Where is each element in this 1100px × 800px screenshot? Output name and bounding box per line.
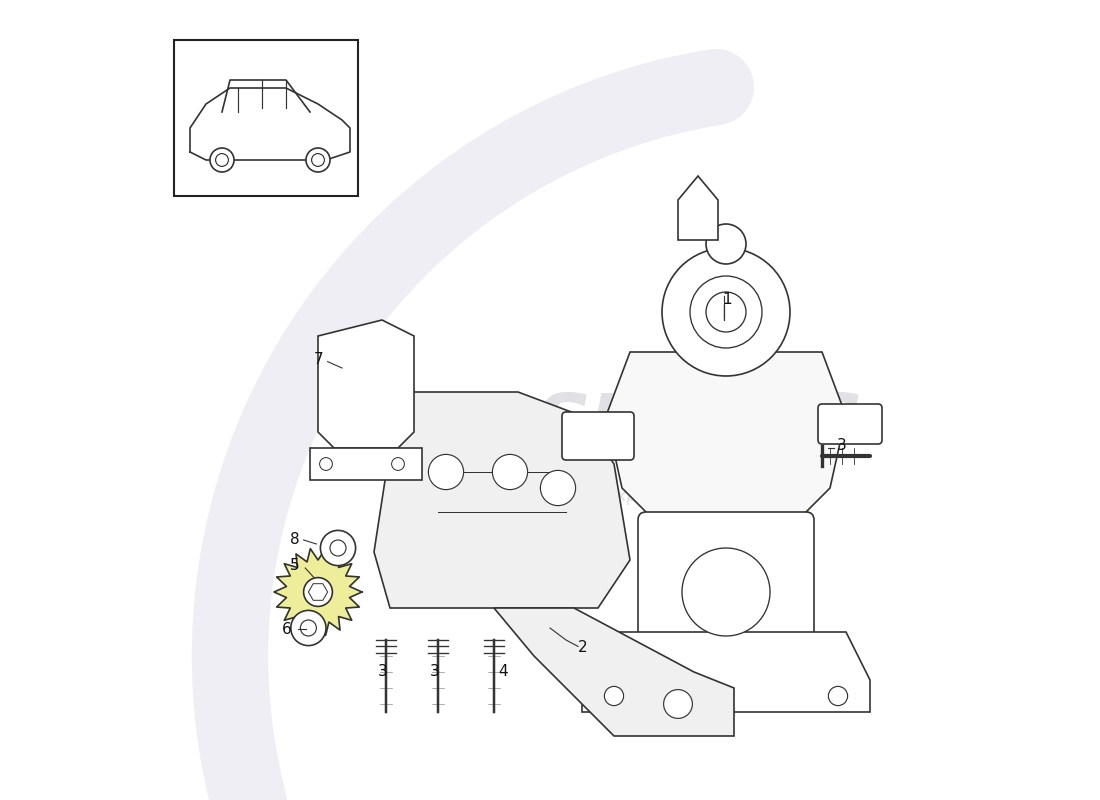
Text: 5: 5 — [290, 558, 299, 573]
Text: eurospares: eurospares — [318, 374, 862, 458]
FancyBboxPatch shape — [562, 412, 634, 460]
Text: 2: 2 — [578, 640, 587, 655]
Circle shape — [663, 690, 692, 718]
Circle shape — [493, 454, 528, 490]
Circle shape — [210, 148, 234, 172]
Text: 3: 3 — [430, 664, 440, 679]
Text: 4: 4 — [498, 664, 507, 679]
Text: a positive car parts experience: a positive car parts experience — [427, 487, 705, 505]
Circle shape — [604, 686, 624, 706]
Circle shape — [216, 154, 229, 166]
Circle shape — [304, 578, 332, 606]
Text: 1: 1 — [722, 292, 732, 307]
Text: 1985: 1985 — [634, 487, 818, 553]
Circle shape — [662, 248, 790, 376]
Circle shape — [311, 154, 324, 166]
Circle shape — [706, 292, 746, 332]
Polygon shape — [678, 176, 718, 240]
Polygon shape — [494, 608, 734, 736]
Polygon shape — [274, 549, 362, 635]
Circle shape — [828, 686, 848, 706]
Text: 3: 3 — [837, 438, 847, 453]
Circle shape — [706, 224, 746, 264]
FancyBboxPatch shape — [818, 404, 882, 444]
Circle shape — [300, 620, 317, 636]
Circle shape — [320, 458, 332, 470]
Polygon shape — [606, 352, 846, 536]
Circle shape — [320, 530, 355, 566]
Circle shape — [682, 548, 770, 636]
FancyBboxPatch shape — [638, 512, 814, 640]
Text: 6: 6 — [282, 622, 292, 637]
Bar — [174, 40, 358, 196]
Circle shape — [306, 148, 330, 172]
Text: 7: 7 — [314, 352, 323, 367]
Circle shape — [540, 470, 575, 506]
Text: 3: 3 — [378, 664, 387, 679]
Circle shape — [392, 458, 405, 470]
Circle shape — [428, 454, 463, 490]
Polygon shape — [318, 320, 414, 448]
Circle shape — [290, 610, 326, 646]
Polygon shape — [308, 584, 328, 600]
Polygon shape — [582, 632, 870, 712]
Polygon shape — [374, 392, 630, 608]
Polygon shape — [310, 448, 422, 480]
Circle shape — [690, 276, 762, 348]
Circle shape — [330, 540, 346, 556]
Text: 8: 8 — [290, 532, 299, 547]
